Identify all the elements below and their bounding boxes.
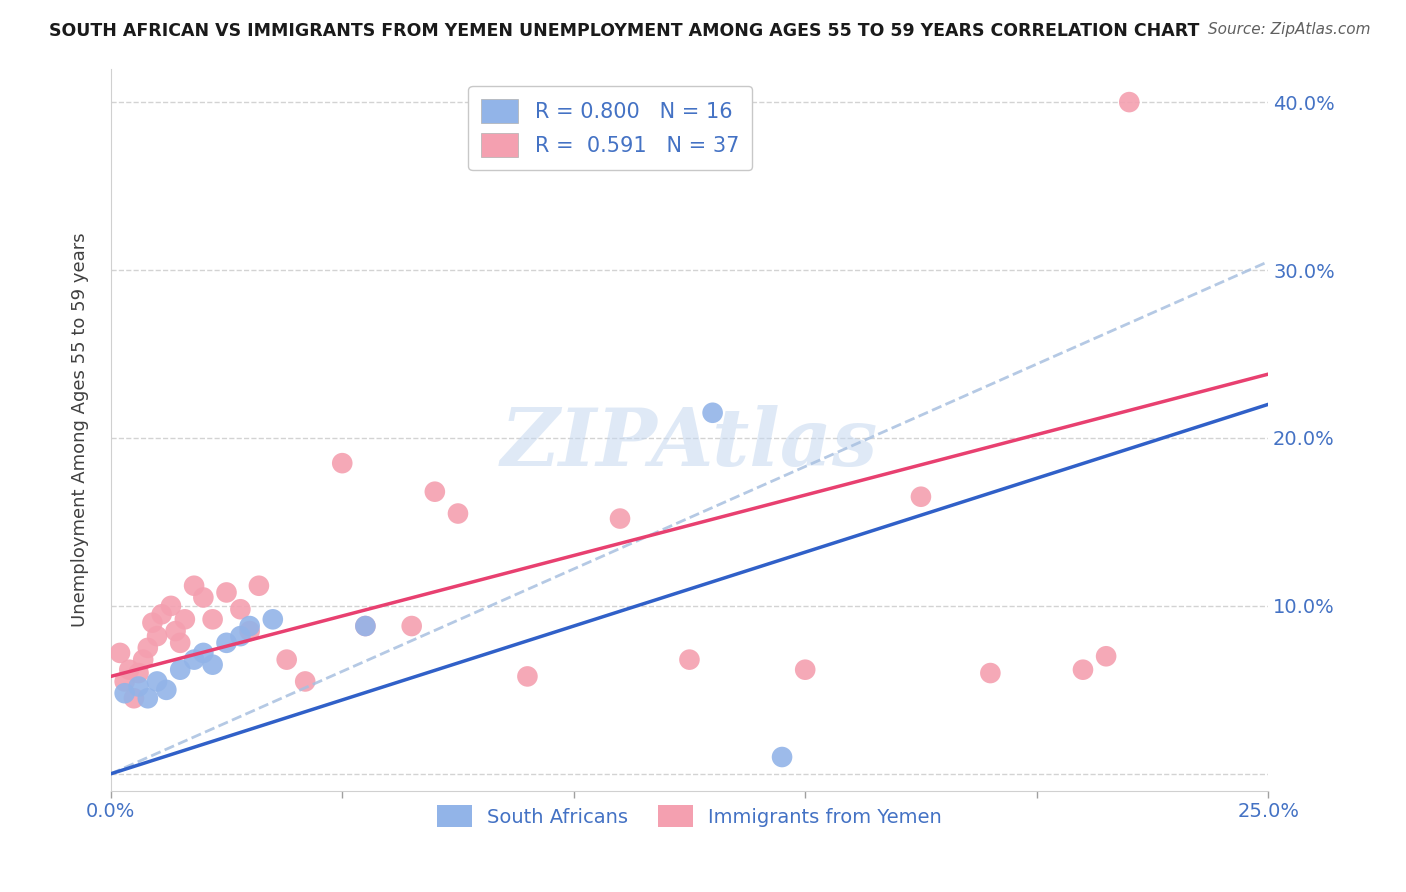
Point — [132, 652, 155, 666]
Point — [1118, 95, 1140, 109]
Point — [330, 456, 353, 470]
Point — [169, 636, 191, 650]
Point — [150, 607, 173, 622]
Point — [354, 619, 377, 633]
Point — [136, 640, 159, 655]
Point — [516, 669, 538, 683]
Point — [136, 691, 159, 706]
Y-axis label: Unemployment Among Ages 55 to 59 years: Unemployment Among Ages 55 to 59 years — [72, 232, 89, 627]
Point — [215, 636, 238, 650]
Point — [114, 686, 136, 700]
Point — [173, 612, 195, 626]
Point — [447, 507, 470, 521]
Point — [229, 602, 252, 616]
Point — [193, 591, 215, 605]
Point — [770, 750, 793, 764]
Point — [155, 682, 177, 697]
Legend: South Africans, Immigrants from Yemen: South Africans, Immigrants from Yemen — [429, 797, 949, 835]
Point — [146, 629, 169, 643]
Point — [401, 619, 423, 633]
Point — [276, 652, 298, 666]
Point — [118, 663, 141, 677]
Point — [114, 674, 136, 689]
Point — [979, 666, 1001, 681]
Text: ZIPAtlas: ZIPAtlas — [501, 405, 879, 483]
Text: Source: ZipAtlas.com: Source: ZipAtlas.com — [1208, 22, 1371, 37]
Text: SOUTH AFRICAN VS IMMIGRANTS FROM YEMEN UNEMPLOYMENT AMONG AGES 55 TO 59 YEARS CO: SOUTH AFRICAN VS IMMIGRANTS FROM YEMEN U… — [49, 22, 1199, 40]
Point — [183, 579, 205, 593]
Point — [146, 674, 169, 689]
Point — [262, 612, 284, 626]
Point — [354, 619, 377, 633]
Point — [239, 619, 262, 633]
Point — [128, 666, 150, 681]
Point — [193, 646, 215, 660]
Point — [1071, 663, 1094, 677]
Point — [169, 663, 191, 677]
Point — [702, 406, 724, 420]
Point — [239, 624, 262, 638]
Point — [794, 663, 817, 677]
Point — [423, 484, 446, 499]
Point — [609, 511, 631, 525]
Point — [294, 674, 316, 689]
Point — [183, 652, 205, 666]
Point — [1095, 649, 1118, 664]
Point — [122, 691, 145, 706]
Point — [165, 624, 187, 638]
Point — [201, 657, 224, 672]
Point — [910, 490, 932, 504]
Point — [108, 646, 131, 660]
Point — [229, 629, 252, 643]
Point — [160, 599, 183, 613]
Point — [678, 652, 700, 666]
Point — [201, 612, 224, 626]
Point — [247, 579, 270, 593]
Point — [215, 585, 238, 599]
Point — [141, 615, 163, 630]
Point — [128, 680, 150, 694]
